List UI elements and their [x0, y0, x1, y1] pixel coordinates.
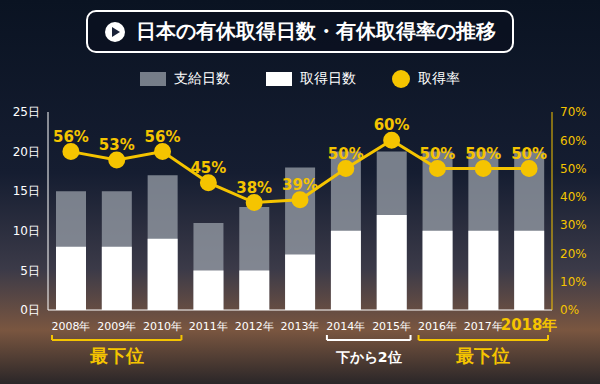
svg-text:2008年: 2008年 [51, 320, 90, 333]
svg-text:最下位: 最下位 [455, 345, 510, 366]
svg-text:2016年: 2016年 [418, 320, 457, 333]
svg-text:2012年: 2012年 [235, 320, 274, 333]
svg-text:50%: 50% [328, 145, 364, 163]
svg-text:2018年: 2018年 [501, 316, 558, 334]
svg-text:45%: 45% [190, 159, 226, 177]
svg-text:2013年: 2013年 [281, 320, 320, 333]
svg-text:下から2位: 下から2位 [335, 349, 402, 365]
svg-text:2011年: 2011年 [189, 320, 228, 333]
html-text:支給日数: 支給日数 [174, 70, 230, 86]
svg-text:60%: 60% [560, 134, 587, 148]
svg-text:20%: 20% [560, 247, 587, 261]
svg-text:2015年: 2015年 [372, 320, 411, 333]
svg-text:70%: 70% [560, 105, 587, 119]
svg-text:20日: 20日 [13, 145, 40, 159]
svg-text:0日: 0日 [20, 303, 40, 317]
html-text:取得日数: 取得日数 [300, 70, 356, 86]
svg-text:39%: 39% [282, 176, 318, 194]
svg-text:50%: 50% [465, 145, 501, 163]
svg-text:最下位: 最下位 [89, 345, 144, 366]
svg-text:53%: 53% [99, 136, 135, 154]
svg-text:2017年: 2017年 [464, 320, 503, 333]
svg-text:38%: 38% [236, 179, 272, 197]
svg-text:50%: 50% [511, 145, 547, 163]
svg-text:2014年: 2014年 [326, 320, 365, 333]
svg-text:2010年: 2010年 [143, 320, 182, 333]
svg-text:10%: 10% [560, 275, 587, 289]
svg-text:2009年: 2009年 [97, 320, 136, 333]
svg-text:30%: 30% [560, 218, 587, 232]
html-text:取得率: 取得率 [418, 70, 460, 86]
svg-text:50%: 50% [560, 162, 587, 176]
svg-text:40%: 40% [560, 190, 587, 204]
svg-text:10日: 10日 [13, 224, 40, 238]
svg-text:50%: 50% [420, 145, 456, 163]
html-text:日本の有休取得日数・有休取得率の推移: 日本の有休取得日数・有休取得率の推移 [136, 19, 496, 43]
svg-text:60%: 60% [374, 116, 410, 134]
svg-text:5日: 5日 [20, 264, 40, 278]
svg-text:56%: 56% [53, 128, 89, 146]
svg-text:0%: 0% [560, 303, 579, 317]
svg-text:15日: 15日 [13, 184, 40, 198]
svg-text:25日: 25日 [13, 105, 40, 119]
svg-text:56%: 56% [145, 128, 181, 146]
